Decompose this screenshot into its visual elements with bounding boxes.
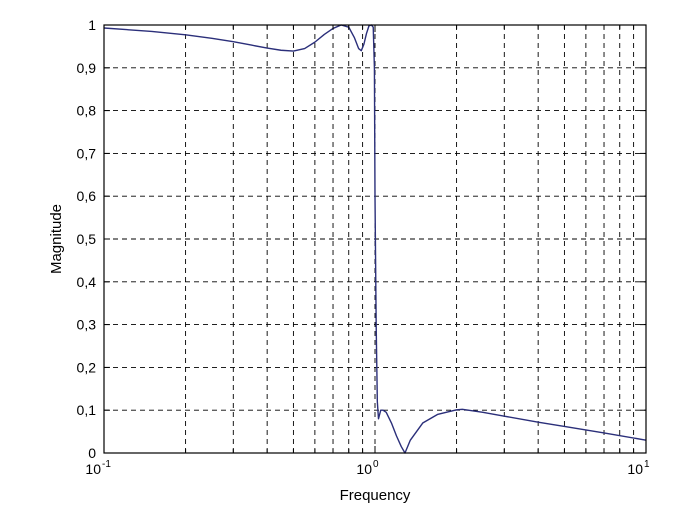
y-tick-label: 0 [88,445,96,461]
y-tick-label: 0,9 [77,60,97,76]
y-tick-label: 0,1 [77,402,97,418]
y-axis-title: Magnitude [48,204,65,274]
y-tick-label: 0,5 [77,231,97,247]
y-tick-label: 0,2 [77,359,97,375]
y-tick-label: 0,4 [77,274,97,290]
y-tick-label: 0,7 [77,145,97,161]
x-tick-label: 10 1 [627,459,650,477]
x-tick-base: 10 [356,461,372,477]
x-tick-labels: 10 -1 10 0 10 1 [85,459,650,477]
y-tick-label: 0,8 [77,103,97,119]
x-tick-base: 10 [627,461,643,477]
magnitude-series-line [103,24,647,454]
y-tick-label: 0,6 [77,188,97,204]
ticks [104,24,646,454]
x-tick-base: 10 [85,461,101,477]
x-axis-title: Frequency [340,487,411,504]
x-tick-exponent: 1 [644,459,650,470]
x-tick-exponent: 0 [373,459,379,470]
x-tick-exponent: -1 [102,459,111,470]
y-tick-label: 0,3 [77,317,97,333]
y-tick-labels: 0 0,1 0,2 0,3 0,4 0,5 0,6 0,7 0,8 0,9 1 [77,17,97,461]
x-tick-label: 10 -1 [85,459,111,477]
x-tick-label: 10 0 [356,459,379,477]
plot-area [103,24,647,454]
y-tick-label: 1 [88,17,96,33]
